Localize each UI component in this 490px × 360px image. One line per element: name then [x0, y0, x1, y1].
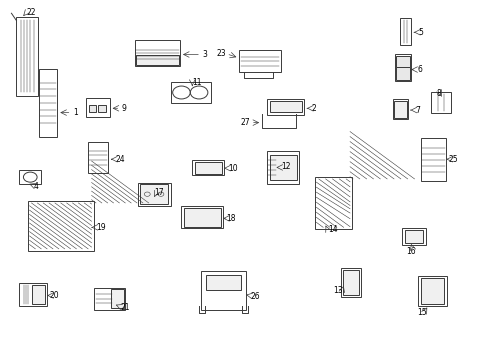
Bar [396, 67, 410, 80]
Bar [27, 201, 94, 251]
Bar [341, 268, 361, 297]
Bar [88, 142, 108, 173]
Bar [19, 170, 41, 184]
Bar [402, 228, 426, 245]
Bar [98, 105, 106, 112]
Bar [393, 99, 408, 119]
Text: 22: 22 [26, 8, 36, 17]
Bar [138, 183, 171, 206]
Bar [268, 151, 299, 184]
Bar [171, 82, 211, 103]
Text: 15: 15 [417, 308, 427, 317]
Bar [19, 283, 47, 306]
Bar [394, 101, 407, 118]
Bar [39, 69, 57, 137]
Text: 12: 12 [282, 162, 291, 171]
Bar [418, 276, 447, 306]
Bar [89, 105, 96, 112]
Bar [343, 270, 359, 295]
Bar [195, 162, 221, 174]
Bar [111, 289, 123, 308]
Text: 8: 8 [437, 89, 441, 98]
Bar [268, 99, 304, 115]
Bar [86, 98, 110, 117]
Bar [94, 288, 125, 310]
Text: 17: 17 [155, 188, 164, 197]
Bar [201, 271, 246, 310]
Text: 11: 11 [192, 78, 202, 87]
Text: 19: 19 [96, 223, 106, 232]
Text: 24: 24 [116, 155, 125, 164]
Text: 6: 6 [417, 65, 422, 74]
Bar [140, 184, 168, 204]
Bar [16, 17, 38, 96]
Bar [421, 138, 446, 181]
Bar [206, 275, 241, 290]
Text: 26: 26 [251, 292, 261, 301]
Text: 23: 23 [217, 49, 226, 58]
Text: 5: 5 [418, 28, 423, 37]
Bar [184, 208, 220, 226]
Bar [396, 56, 410, 67]
Text: 27: 27 [240, 118, 250, 127]
Bar [270, 155, 297, 180]
Text: 4: 4 [34, 181, 39, 190]
Bar [135, 40, 180, 66]
Text: 10: 10 [228, 164, 238, 173]
Bar [400, 18, 411, 45]
Bar [32, 285, 45, 305]
Bar [181, 206, 223, 228]
Bar [29, 203, 92, 249]
Bar [317, 179, 350, 227]
Bar [431, 92, 451, 113]
Bar [405, 230, 423, 243]
Text: 3: 3 [202, 50, 207, 59]
Text: 7: 7 [415, 105, 420, 114]
Bar [192, 160, 224, 175]
Text: 13: 13 [333, 286, 343, 295]
Text: 9: 9 [122, 104, 127, 113]
Text: 20: 20 [49, 291, 59, 300]
Bar [421, 278, 444, 305]
Text: 14: 14 [328, 225, 338, 234]
Bar [270, 101, 302, 112]
Text: 18: 18 [226, 214, 236, 223]
Text: 21: 21 [121, 303, 130, 312]
Bar [136, 55, 179, 65]
Bar [239, 50, 281, 72]
Text: 25: 25 [448, 155, 458, 164]
Text: 16: 16 [406, 247, 416, 256]
Bar [315, 177, 351, 229]
Text: 2: 2 [312, 104, 316, 113]
Text: 1: 1 [73, 108, 78, 117]
Bar [394, 54, 411, 81]
